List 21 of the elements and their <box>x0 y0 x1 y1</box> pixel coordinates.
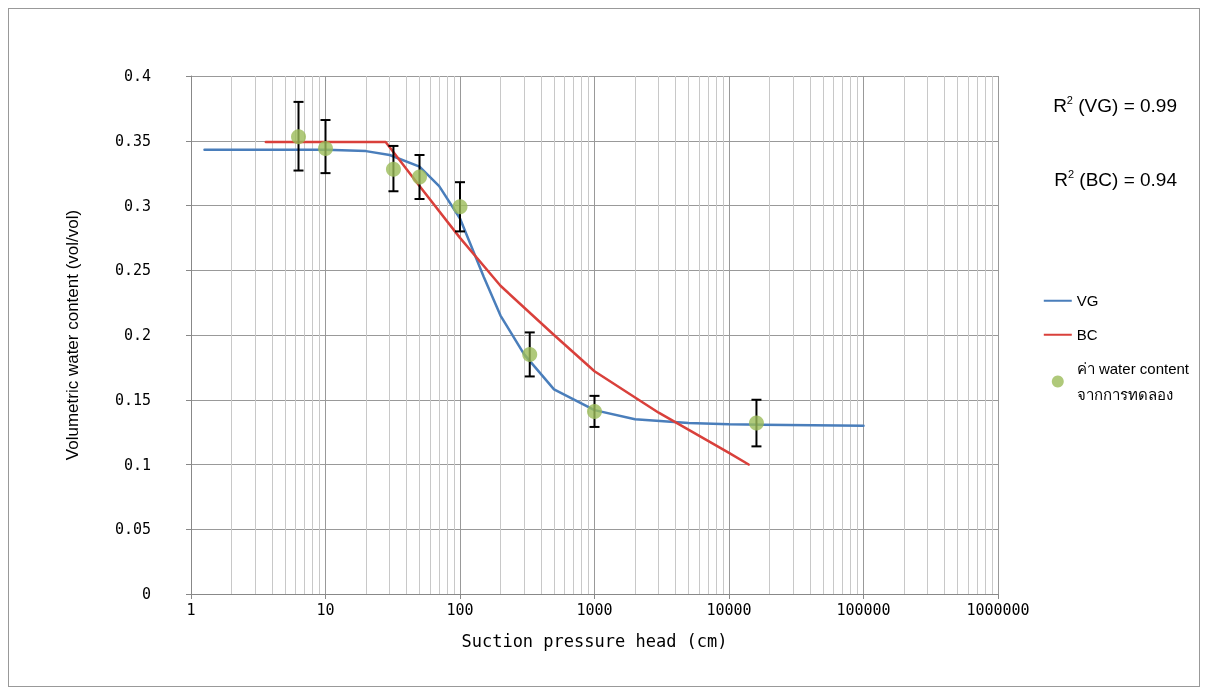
y-tick-label: 0.25 <box>114 261 151 280</box>
y-tick-label: 0.35 <box>114 131 151 150</box>
x-tick-label: 1000 <box>576 600 613 619</box>
legend-label: BC <box>1076 326 1098 343</box>
y-tick-label: 0 <box>141 585 151 603</box>
y-tick-label: 0.2 <box>123 326 151 344</box>
x-tick-label: 100000 <box>836 600 891 619</box>
y-tick-label: 0.4 <box>123 67 151 85</box>
x-tick-label: 1 <box>186 600 196 619</box>
y-tick-label: 0.3 <box>123 196 151 215</box>
x-axis-title: Suction pressure head (cm) <box>461 630 728 651</box>
x-tick-label: 100 <box>446 600 474 619</box>
legend-label: VG <box>1076 292 1099 309</box>
y-axis-title: Volumetric water content (vol/vol) <box>63 209 82 461</box>
x-tick-label: 1000000 <box>966 600 1030 619</box>
legend-label: ค่า water content จากการทดลอง <box>1076 360 1190 403</box>
y-tick-label: 0.05 <box>114 520 151 539</box>
x-tick-label: 10 <box>316 600 335 619</box>
y-tick-label: 0.15 <box>114 390 151 409</box>
x-tick-label: 10000 <box>706 600 752 619</box>
y-tick-label: 0.1 <box>123 455 151 474</box>
